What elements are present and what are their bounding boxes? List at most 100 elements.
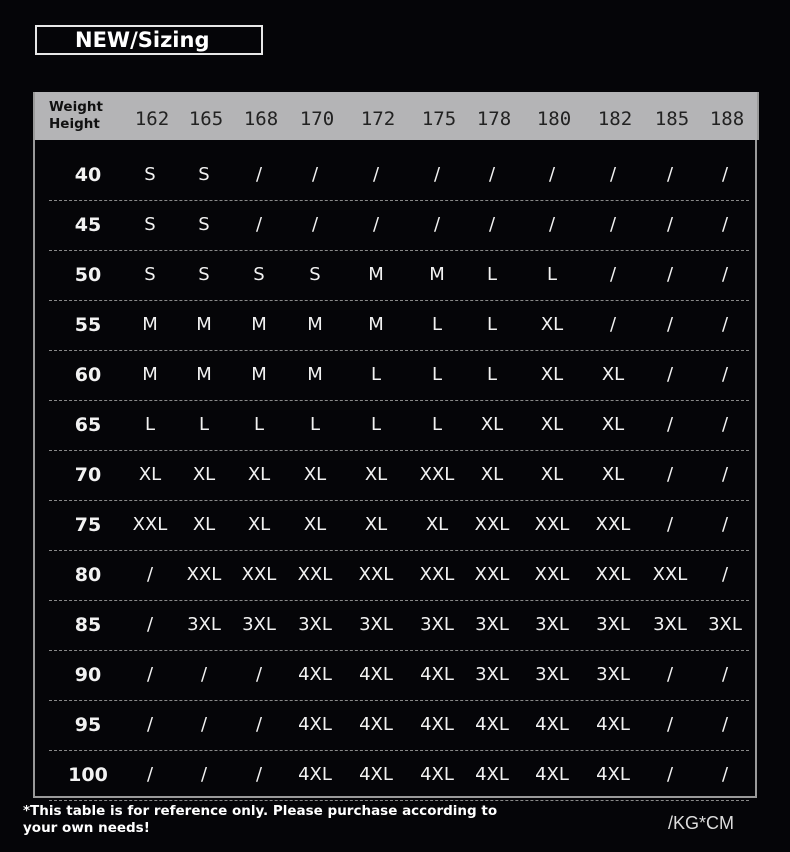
size-cell: 4XL (535, 714, 569, 735)
height-label: Height (49, 116, 100, 132)
size-cell: XXL (474, 514, 510, 535)
weight-cell: 60 (74, 364, 102, 386)
size-cell: 3XL (298, 614, 332, 635)
size-cell: / (311, 214, 319, 235)
size-cell: 4XL (359, 764, 393, 785)
size-cell: M (368, 264, 384, 285)
size-cell: / (666, 314, 674, 335)
size-cell: 3XL (535, 664, 569, 685)
size-cell: XXL (297, 564, 333, 585)
size-cell: XXL (419, 464, 455, 485)
size-cell: L (431, 314, 443, 335)
size-cell: S (144, 164, 156, 185)
size-cell: 4XL (420, 664, 454, 685)
table-row: 95 / / / 4XL 4XL 4XL 4XL 4XL 4XL / / (49, 700, 749, 751)
size-cell: XXL (358, 564, 394, 585)
size-cell: XL (138, 464, 162, 485)
size-cell: XL (601, 364, 625, 385)
size-cell: / (255, 214, 263, 235)
size-cell: / (146, 714, 154, 735)
size-cell: XL (601, 464, 625, 485)
size-cell: 4XL (596, 714, 630, 735)
size-cell: / (721, 414, 729, 435)
size-cell: / (609, 164, 617, 185)
size-cell: / (721, 514, 729, 535)
size-cell: XL (480, 464, 504, 485)
corner-label: Weight Height (49, 99, 103, 133)
header-height: 182 (597, 108, 633, 130)
size-cell: XXL (534, 514, 570, 535)
size-cell: / (255, 764, 263, 785)
size-cell: / (200, 714, 208, 735)
size-cell: XL (303, 464, 327, 485)
size-cell: 4XL (359, 714, 393, 735)
header-height: 180 (536, 108, 572, 130)
size-cell: / (721, 664, 729, 685)
size-cell: / (666, 164, 674, 185)
size-cell: S (253, 264, 265, 285)
size-cell: XXL (241, 564, 277, 585)
size-cell: M (429, 264, 445, 285)
size-cell: / (255, 664, 263, 685)
header-height: 162 (134, 108, 170, 130)
size-cell: XL (247, 514, 271, 535)
size-cell: / (548, 214, 556, 235)
size-cell: S (144, 214, 156, 235)
size-cell: / (721, 764, 729, 785)
size-cell: S (198, 214, 210, 235)
size-cell: S (198, 264, 210, 285)
table-row: 80 / XXL XXL XXL XXL XXL XXL XXL XXL XXL / (49, 550, 749, 601)
size-cell: M (196, 314, 212, 335)
size-cell: / (666, 414, 674, 435)
size-cell: 3XL (420, 614, 454, 635)
size-cell: / (666, 364, 674, 385)
size-cell: / (721, 314, 729, 335)
table-row: 65 L L L L L L XL XL XL / / (49, 400, 749, 451)
size-cell: L (144, 414, 156, 435)
size-cell: / (721, 164, 729, 185)
size-cell: L (370, 414, 382, 435)
size-cell: M (251, 364, 267, 385)
size-cell: XXL (595, 564, 631, 585)
size-cell: 4XL (298, 664, 332, 685)
size-cell: / (255, 164, 263, 185)
header-height: 172 (360, 108, 396, 130)
table-header: Weight Height 162 165 168 170 172 175 178 180 18… (33, 92, 759, 140)
size-cell: / (721, 264, 729, 285)
size-cell: L (486, 314, 498, 335)
size-cell: 3XL (535, 614, 569, 635)
size-cell: L (198, 414, 210, 435)
size-cell: / (146, 614, 154, 635)
size-cell: M (307, 314, 323, 335)
size-cell: M (196, 364, 212, 385)
size-cell: XL (247, 464, 271, 485)
size-cell: / (666, 214, 674, 235)
weight-cell: 95 (74, 714, 102, 736)
size-cell: L (431, 364, 443, 385)
size-cell: / (666, 714, 674, 735)
size-cell: S (309, 264, 321, 285)
size-cell: 4XL (596, 764, 630, 785)
weight-cell: 100 (68, 764, 108, 786)
size-cell: L (546, 264, 558, 285)
table-row: 100 / / / 4XL 4XL 4XL 4XL 4XL 4XL / / (49, 750, 749, 801)
page-title: NEW/Sizing (75, 28, 210, 52)
size-cell: / (255, 714, 263, 735)
weight-cell: 40 (74, 164, 102, 186)
weight-cell: 80 (74, 564, 102, 586)
weight-cell: 85 (74, 614, 102, 636)
size-cell: M (251, 314, 267, 335)
header-height: 175 (421, 108, 457, 130)
size-cell: / (146, 564, 154, 585)
size-cell: XL (425, 514, 449, 535)
size-cell: / (433, 214, 441, 235)
size-cell: / (721, 364, 729, 385)
size-table: Weight Height 162 165 168 170 172 175 178 180 18… (33, 92, 759, 801)
size-cell: / (146, 664, 154, 685)
size-cell: / (666, 464, 674, 485)
table-row: 55 M M M M M L L XL / / / (49, 300, 749, 351)
size-cell: XXL (474, 564, 510, 585)
size-cell: 4XL (420, 714, 454, 735)
size-cell: / (666, 664, 674, 685)
size-cell: XXL (534, 564, 570, 585)
